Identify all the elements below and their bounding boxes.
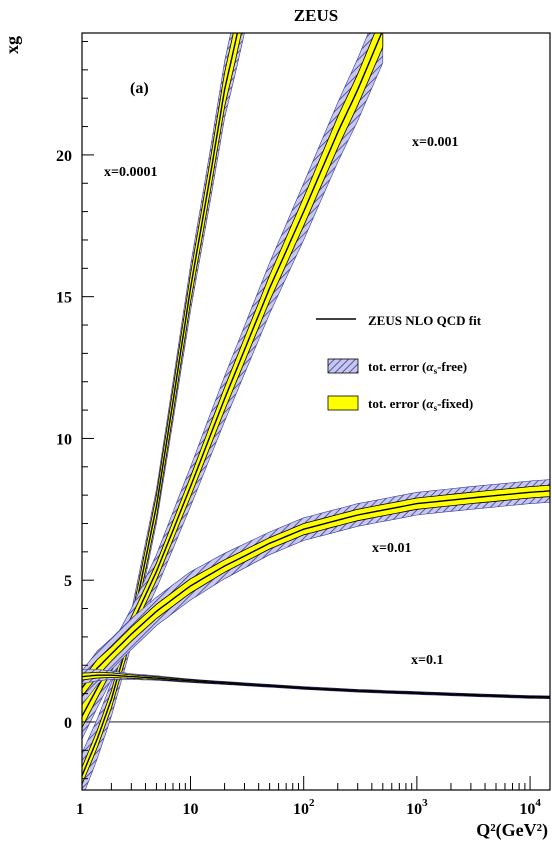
series-label-x0001: x=0.0001 <box>104 165 157 180</box>
chart-title: ZEUS <box>294 6 338 25</box>
series-4 <box>82 669 550 699</box>
plot-area <box>82 33 550 790</box>
y-tick-label: 0 <box>64 715 72 732</box>
error-band-fixed <box>82 671 550 699</box>
plot-frame <box>81 32 551 791</box>
y-axis: 0 5 10 15 20 <box>56 41 94 780</box>
series-label-x01: x=0.01 <box>372 541 411 556</box>
error-band-fixed <box>82 484 550 698</box>
series-label-x001: x=0.001 <box>412 135 458 150</box>
x-tick-label: 104 <box>519 797 541 818</box>
x-axis-label: Q²(GeV²) <box>476 820 548 841</box>
x-tick-label: 102 <box>293 797 315 818</box>
legend-label-fit: ZEUS NLO QCD fit <box>368 313 482 328</box>
series-label-x1: x=0.1 <box>411 653 443 668</box>
legend-label-free: tot. error (αs-free) <box>368 359 467 376</box>
fit-line <box>82 33 239 777</box>
x-tick-label: 10 <box>183 801 199 818</box>
series-3 <box>82 479 550 706</box>
legend-label-fixed: tot. error (αs-fixed) <box>368 396 473 413</box>
x-tick-label: 103 <box>406 797 428 818</box>
fit-line <box>82 490 550 689</box>
y-tick-label: 15 <box>56 290 72 307</box>
panel-label: (a) <box>130 80 149 97</box>
y-axis-label: xg <box>2 36 22 54</box>
legend-hatch-swatch <box>327 358 359 374</box>
x-tick-label: 1 <box>76 801 84 818</box>
fit-line <box>82 674 550 698</box>
legend: ZEUS NLO QCD fit tot. error (αs-free) to… <box>316 313 482 413</box>
y-tick-label: 5 <box>64 573 72 590</box>
x-axis: 1 10 102 103 104 <box>76 776 541 818</box>
y-tick-label: 10 <box>56 431 72 448</box>
legend-yellow-swatch <box>327 395 359 411</box>
y-tick-label: 20 <box>56 148 72 165</box>
